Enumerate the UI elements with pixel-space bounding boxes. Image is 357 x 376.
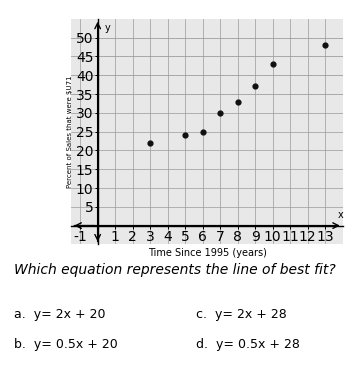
Point — [235, 99, 241, 105]
Text: a.  y= 2x + 20: a. y= 2x + 20 — [14, 308, 106, 321]
Point — [217, 110, 223, 116]
Text: y: y — [105, 23, 110, 33]
Text: x: x — [337, 210, 343, 220]
Point — [252, 83, 258, 89]
Point — [200, 129, 206, 135]
Text: b.  y= 0.5x + 20: b. y= 0.5x + 20 — [14, 338, 118, 352]
Point — [147, 140, 153, 146]
Point — [322, 42, 328, 48]
Point — [270, 61, 276, 67]
X-axis label: Time Since 1995 (years): Time Since 1995 (years) — [148, 248, 266, 258]
Text: Which equation represents the line of best fit?: Which equation represents the line of be… — [14, 263, 336, 277]
Text: d.  y= 0.5x + 28: d. y= 0.5x + 28 — [196, 338, 300, 352]
Point — [182, 132, 188, 138]
Text: c.  y= 2x + 28: c. y= 2x + 28 — [196, 308, 287, 321]
Y-axis label: Percent of Sales that were $U71: Percent of Sales that were $U71 — [67, 75, 73, 188]
